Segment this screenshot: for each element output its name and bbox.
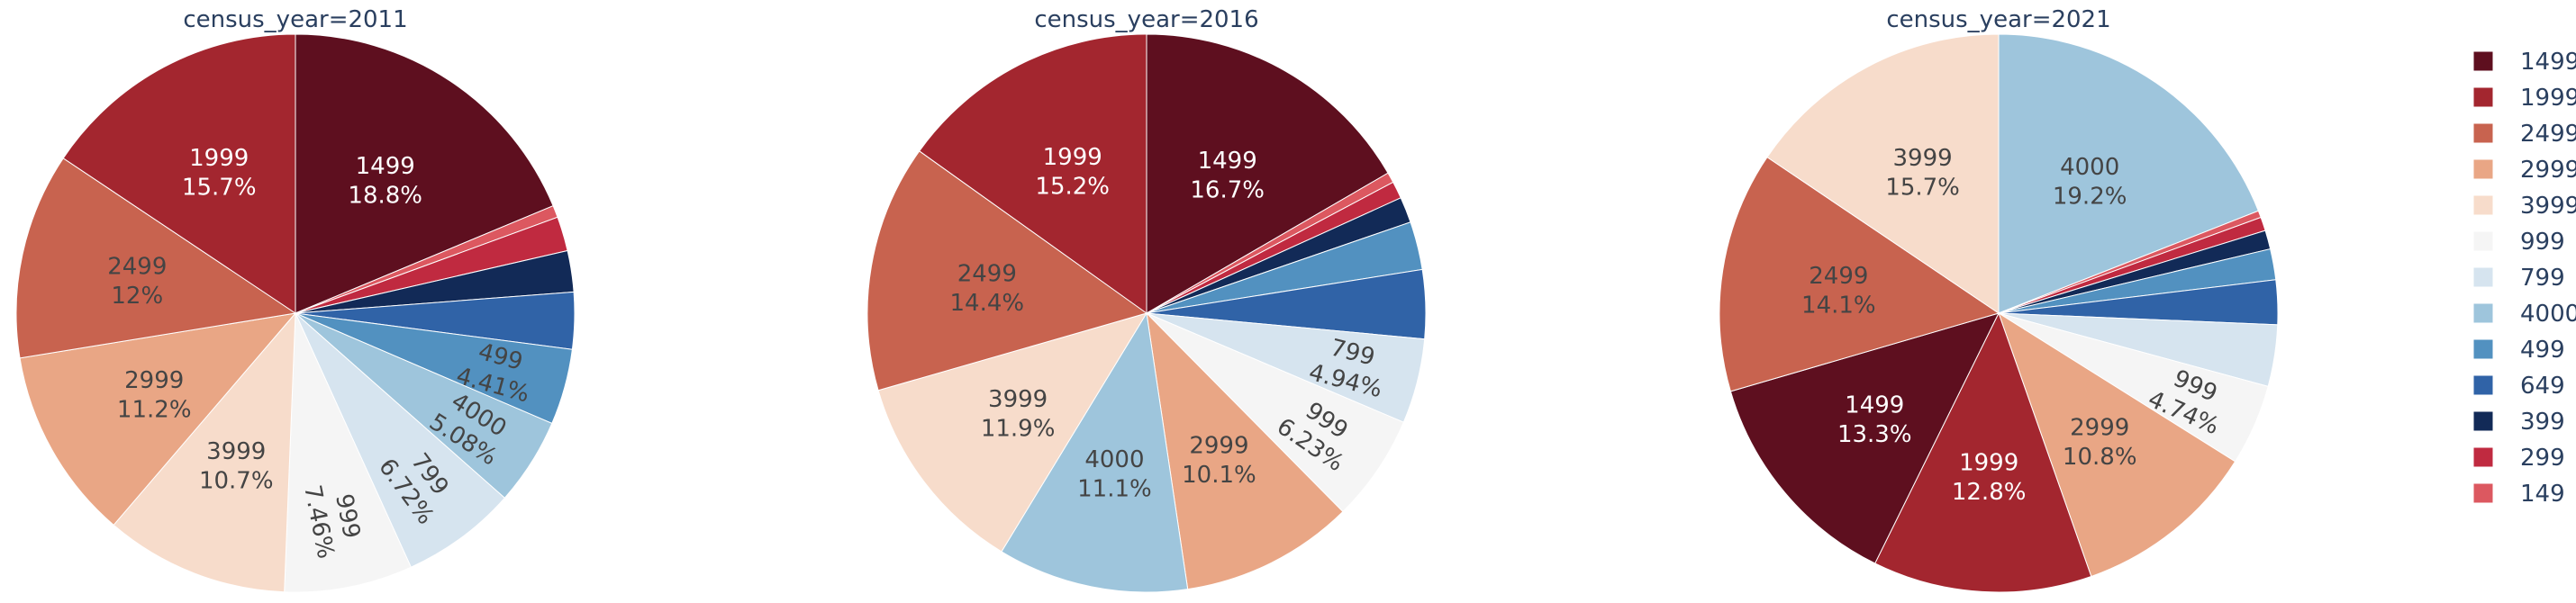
pie-slice-4000[interactable] [1998,33,2260,314]
slice-label-1499: 1499 18.8% [348,153,422,210]
legend-label: 1999 [2520,85,2576,112]
legend-label: 299 [2520,445,2565,472]
slice-label-3999: 3999 11.9% [981,386,1056,443]
slice-label-3999: 3999 10.7% [199,438,274,495]
pie-title: census_year=2021 [1886,6,2110,33]
legend-swatch [2472,374,2494,396]
slice-label-1999: 1999 15.2% [1035,144,1110,201]
legend-label: 2499 [2520,121,2576,148]
pie-slice-3999[interactable] [1766,33,2000,314]
legend-swatch [2472,50,2494,72]
pie-slice-3999[interactable] [877,312,1148,553]
slice-label-1999: 1999 12.8% [1952,449,2027,506]
slice-label-2499: 2499 12% [107,254,167,310]
legend-swatch [2472,446,2494,468]
pie-slice-3999[interactable] [113,311,296,593]
pie-title: census_year=2016 [1034,6,1258,33]
legend-item-1999[interactable]: 1999 [2472,85,2576,112]
legend-item-2999[interactable]: 2999 [2472,157,2576,184]
pie-slice-1999[interactable] [62,33,296,314]
slice-label-1499: 1499 16.7% [1190,148,1265,204]
slice-label-2499: 2499 14.4% [949,260,1024,317]
pie-slice-2499[interactable] [866,150,1148,392]
legend-label: 999 [2520,229,2565,256]
legend-swatch [2472,266,2494,288]
legend-item-799[interactable]: 799 [2472,265,2565,292]
legend-swatch [2472,158,2494,180]
legend-item-2499[interactable]: 2499 [2472,121,2576,148]
legend-label: 149 [2520,481,2565,508]
legend-swatch [2472,230,2494,252]
legend-item-499[interactable]: 499 [2472,337,2565,364]
legend-swatch [2472,302,2494,324]
legend-item-299[interactable]: 299 [2472,445,2565,472]
slice-label-1999: 1999 15.7% [182,145,257,202]
slice-label-2999: 2999 10.8% [2063,414,2137,471]
legend-label: 4000 [2520,301,2576,328]
slice-label-2999: 2999 11.2% [117,367,192,424]
legend-swatch [2472,410,2494,432]
legend-swatch [2472,86,2494,108]
legend-swatch [2472,338,2494,360]
pie-slice-799[interactable] [295,312,506,568]
legend-item-649[interactable]: 649 [2472,373,2565,400]
legend: 1499 1999 2499 2999 3999 999 799 4000 499 649 399 2… [2472,49,2576,508]
legend-item-999[interactable]: 999 [2472,229,2565,256]
pie-slice-1499[interactable] [1729,312,2000,564]
legend-item-399[interactable]: 399 [2472,409,2565,436]
legend-item-1499[interactable]: 1499 [2472,49,2576,76]
pie-slice-1499[interactable] [1146,33,1389,314]
legend-item-4000[interactable]: 4000 [2472,301,2576,328]
legend-label: 1499 [2520,49,2576,76]
legend-swatch [2472,482,2494,504]
pie-slice-2499[interactable] [15,158,297,359]
legend-label: 649 [2520,373,2565,400]
legend-swatch [2472,194,2494,216]
pie-title: census_year=2011 [183,6,407,33]
legend-swatch [2472,122,2494,144]
legend-item-149[interactable]: 149 [2472,481,2565,508]
pie-slice-2999[interactable] [1146,311,1344,590]
legend-label: 499 [2520,337,2565,364]
slice-label-4000: 4000 19.2% [2053,154,2127,211]
pie-slice-4000[interactable] [1001,311,1189,593]
pie-slice-2999[interactable] [1998,311,2236,578]
slice-label-2999: 2999 10.1% [1182,433,1256,490]
slice-label-1499: 1499 13.3% [1837,392,1912,448]
pie-slice-999[interactable] [284,312,412,593]
pie-slice-1999[interactable] [1874,311,2092,593]
slice-label-2499: 2499 14.1% [1801,263,1876,320]
legend-label: 2999 [2520,157,2576,184]
pie-slice-999[interactable] [1146,312,1404,513]
legend-label: 399 [2520,409,2565,436]
pie-slice-1999[interactable] [919,33,1147,314]
legend-label: 799 [2520,265,2565,292]
legend-item-3999[interactable]: 3999 [2472,193,2576,220]
slice-label-3999: 3999 15.7% [1885,145,1960,202]
pie-slice-2499[interactable] [1719,156,2000,392]
slice-label-4000: 4000 11.1% [1077,446,1152,503]
pie-slice-2999[interactable] [19,312,297,526]
pie-slice-1499[interactable] [295,33,554,314]
legend-label: 3999 [2520,193,2576,220]
